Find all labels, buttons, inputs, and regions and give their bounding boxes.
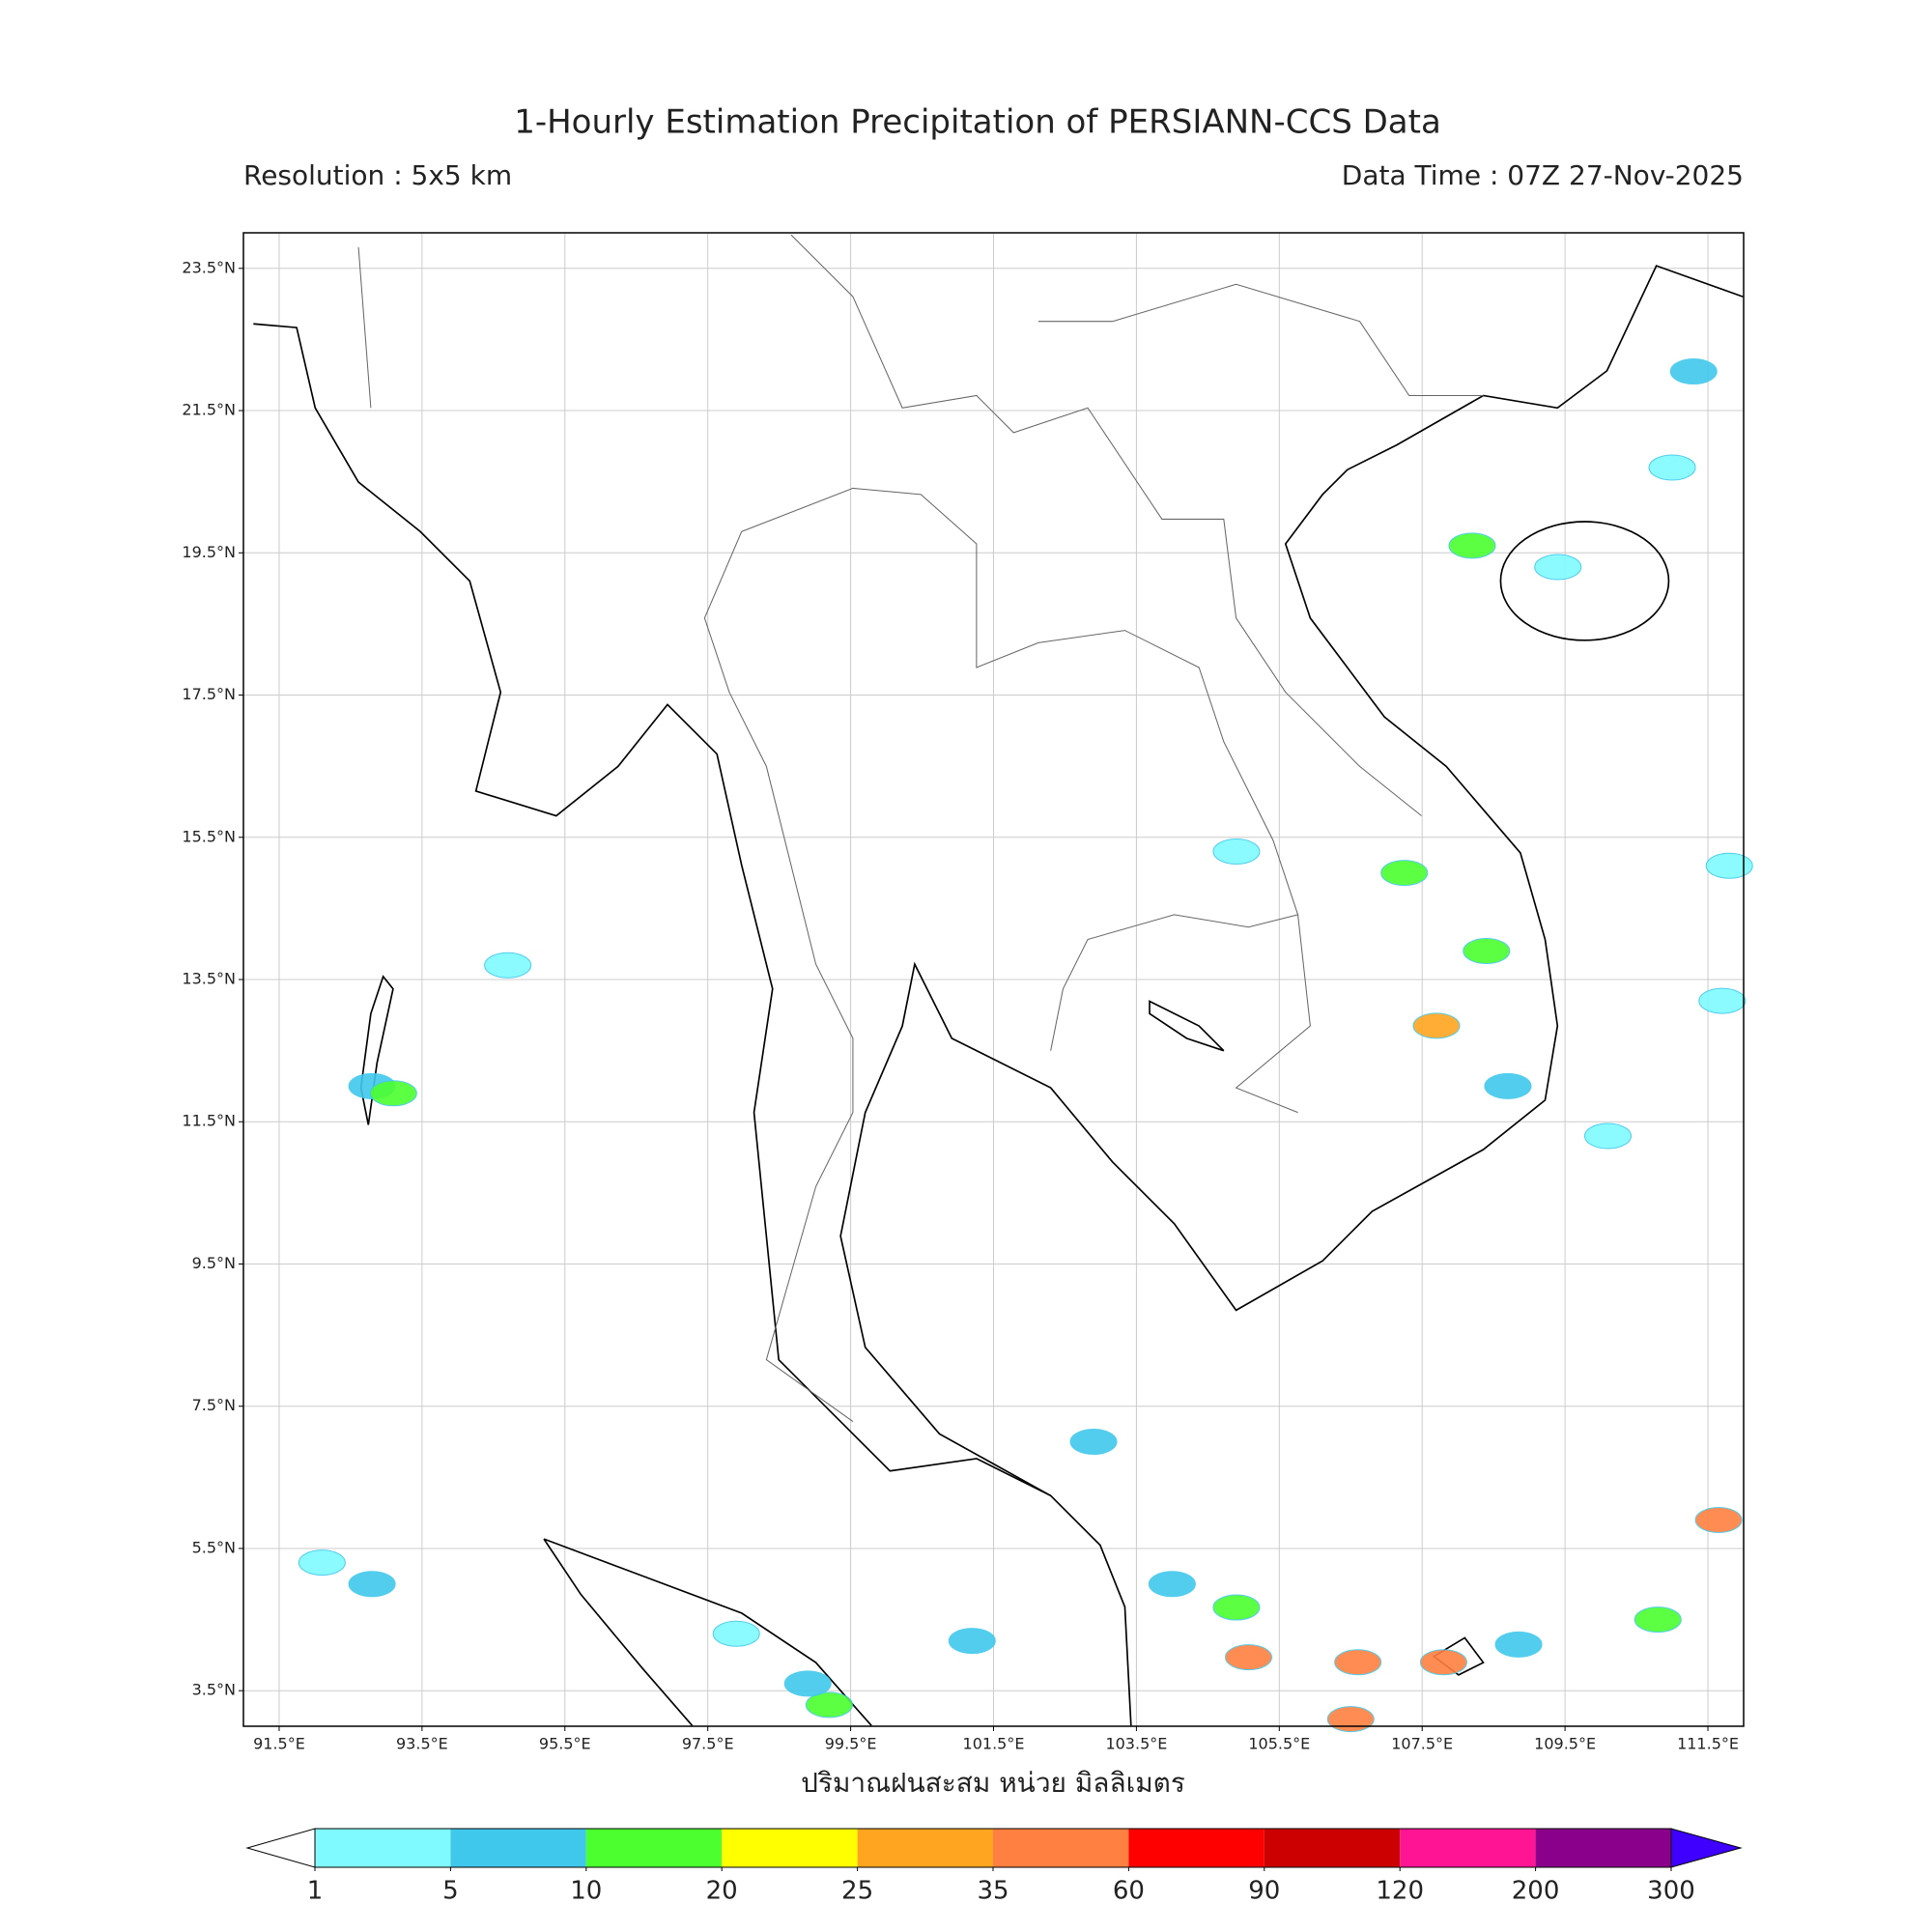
colorbar-box bbox=[722, 1829, 858, 1867]
colorbar-box bbox=[1264, 1829, 1401, 1867]
rain-layer bbox=[298, 358, 1753, 1733]
y-tick-label: 21.5°N bbox=[182, 401, 236, 419]
rain-cell bbox=[1648, 454, 1696, 481]
rain-cell bbox=[1634, 1606, 1682, 1634]
x-tick-label: 93.5°E bbox=[396, 1735, 448, 1753]
colorbar-tick-label: 20 bbox=[706, 1877, 738, 1906]
rain-cell bbox=[298, 1549, 346, 1577]
colorbar-tick-label: 200 bbox=[1512, 1877, 1560, 1906]
rain-cell bbox=[348, 1571, 396, 1598]
y-tick-label: 3.5°N bbox=[192, 1681, 236, 1699]
island bbox=[359, 975, 394, 1125]
thailand-border bbox=[703, 487, 1299, 1422]
colorbar-tick-label: 120 bbox=[1376, 1877, 1424, 1906]
rain-cell bbox=[805, 1691, 853, 1719]
x-tick-label: 91.5°E bbox=[253, 1735, 305, 1753]
country-border bbox=[357, 234, 1484, 1114]
rain-cell bbox=[1326, 1706, 1375, 1733]
rain-cell bbox=[1334, 1649, 1382, 1676]
data-time: Data Time : 07Z 27-Nov-2025 bbox=[1342, 159, 1744, 191]
y-tick-label: 7.5°N bbox=[192, 1396, 236, 1414]
rain-cell bbox=[1148, 1571, 1196, 1598]
resolution: Resolution : 5x5 km bbox=[243, 159, 512, 191]
x-tick-label: 111.5°E bbox=[1677, 1735, 1739, 1753]
coastline bbox=[839, 265, 1744, 1497]
rain-cell bbox=[1380, 860, 1429, 887]
x-tick-label: 95.5°E bbox=[539, 1735, 591, 1753]
title: 1-Hourly Estimation Precipitation of PER… bbox=[514, 103, 1441, 142]
rain-cell bbox=[1534, 554, 1582, 581]
rain-cell bbox=[1225, 1644, 1273, 1671]
rain-cell bbox=[1419, 1649, 1467, 1676]
x-tick-label: 97.5°E bbox=[682, 1735, 734, 1753]
rain-cell bbox=[1412, 1012, 1461, 1039]
rain-cell bbox=[1494, 1631, 1543, 1658]
y-tick-label: 13.5°N bbox=[182, 970, 236, 988]
colorbar-tick-label: 60 bbox=[1113, 1877, 1145, 1906]
x-tick-label: 99.5°E bbox=[825, 1735, 877, 1753]
rain-cell bbox=[1583, 1122, 1632, 1150]
rain-cell bbox=[369, 1080, 417, 1107]
y-tick-label: 17.5°N bbox=[182, 685, 236, 703]
colorbar-box bbox=[993, 1829, 1129, 1867]
colorbar-tick-label: 25 bbox=[841, 1877, 873, 1906]
x-tick-label: 109.5°E bbox=[1534, 1735, 1596, 1753]
basemap bbox=[253, 234, 1744, 1726]
map-frame bbox=[242, 232, 1745, 1727]
y-tick-label: 15.5°N bbox=[182, 827, 236, 845]
x-tick-label: 107.5°E bbox=[1391, 1735, 1453, 1753]
rain-cell bbox=[783, 1670, 832, 1697]
rain-cell bbox=[1069, 1429, 1118, 1456]
y-tick-label: 19.5°N bbox=[182, 543, 236, 561]
colorbar-tick-label: 90 bbox=[1248, 1877, 1280, 1906]
rain-cell bbox=[1669, 358, 1718, 385]
colorbar-box bbox=[315, 1829, 451, 1867]
colorbar-label: ปริมาณฝนสะสม หน่วย มิลลิเมตร bbox=[801, 1767, 1185, 1799]
y-tick-label: 11.5°N bbox=[182, 1112, 236, 1130]
x-tick-label: 101.5°E bbox=[963, 1735, 1025, 1753]
colorbar-box bbox=[1400, 1829, 1536, 1867]
y-tick-label: 5.5°N bbox=[192, 1538, 236, 1556]
rain-cell bbox=[1705, 852, 1753, 879]
coastline bbox=[1149, 1000, 1225, 1052]
colorbar-tick-label: 1 bbox=[307, 1877, 324, 1906]
colorbar-tick-label: 300 bbox=[1647, 1877, 1695, 1906]
colorbar-tick-label: 5 bbox=[442, 1877, 459, 1906]
colorbar-box bbox=[450, 1829, 586, 1867]
y-tick-label: 9.5°N bbox=[192, 1254, 236, 1272]
grid-layer: 91.5°E 93.5°E 95.5°E 97.5°E 99.5°E 101.5°E 103… bbox=[182, 233, 1744, 1753]
rain-cell bbox=[712, 1620, 760, 1647]
rain-cell bbox=[1212, 1594, 1261, 1621]
colorbar-box bbox=[1128, 1829, 1264, 1867]
y-tick-label: 23.5°N bbox=[182, 258, 236, 276]
colorbar-box bbox=[585, 1829, 723, 1867]
coastline bbox=[543, 1538, 872, 1726]
rain-cell bbox=[1448, 532, 1496, 559]
coastline bbox=[253, 323, 1132, 1726]
colorbar: 1 5 10 20 25 35 60 90 120 200 300 bbox=[245, 1828, 1743, 1906]
colorbar-box bbox=[1535, 1829, 1671, 1867]
x-tick-label: 103.5°E bbox=[1105, 1735, 1167, 1753]
rain-cell bbox=[484, 952, 532, 979]
colorbar-tick-label: 35 bbox=[977, 1877, 1009, 1906]
rain-cell bbox=[1484, 1072, 1532, 1099]
rain-cell bbox=[1463, 938, 1511, 965]
rain-cell bbox=[1698, 987, 1747, 1014]
rain-cell bbox=[948, 1628, 996, 1655]
x-tick-label: 105.5°E bbox=[1248, 1735, 1310, 1753]
colorbar-box bbox=[857, 1829, 993, 1867]
island bbox=[1499, 521, 1670, 641]
colorbar-tick-label: 10 bbox=[570, 1877, 602, 1906]
rain-cell bbox=[1212, 838, 1261, 865]
rain-cell bbox=[1694, 1507, 1743, 1534]
